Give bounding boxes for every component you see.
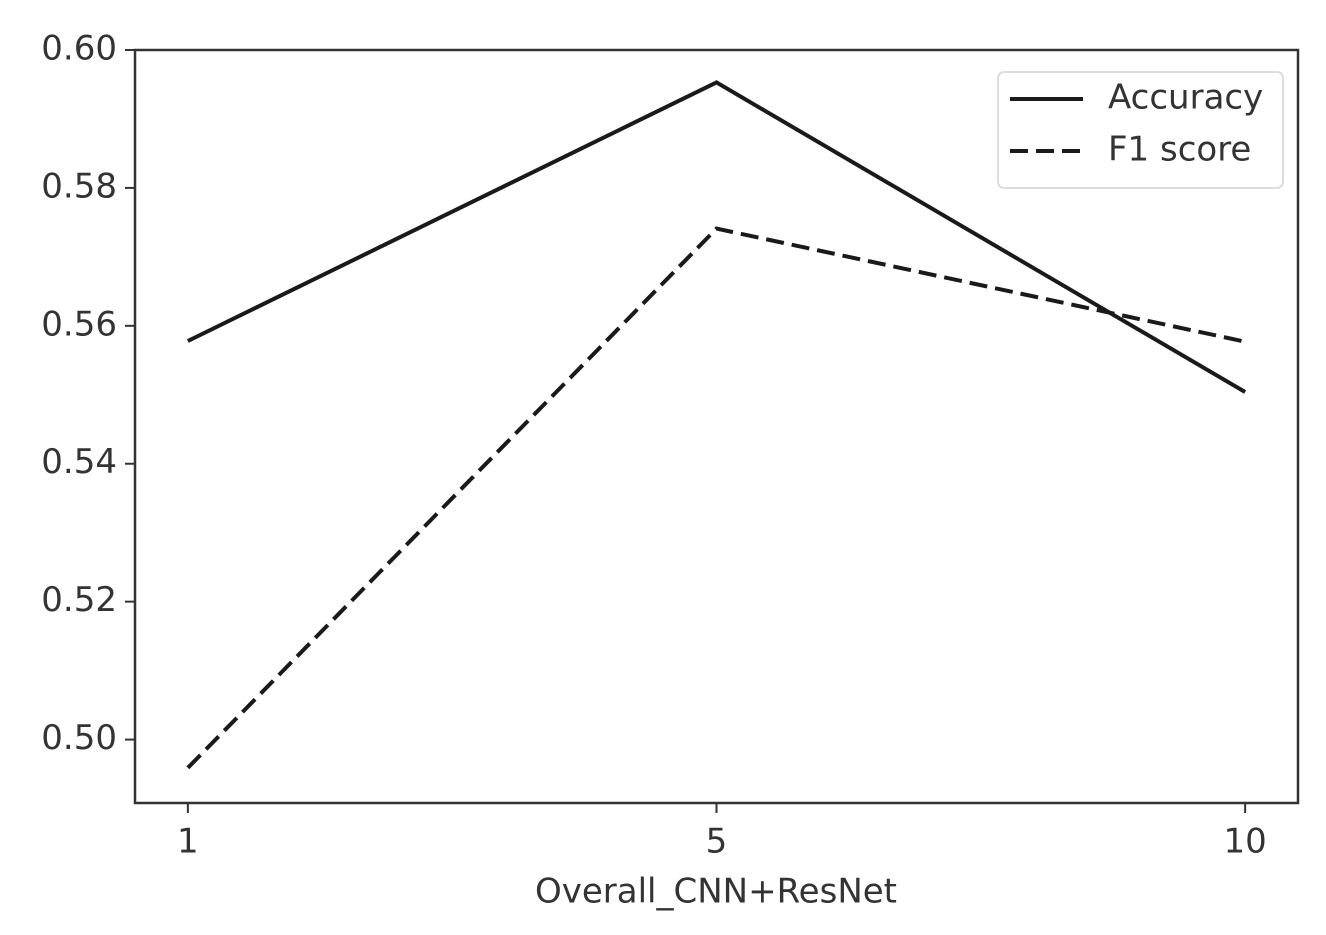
- y-tick-label: 0.52: [41, 580, 117, 620]
- legend-label: Accuracy: [1108, 78, 1263, 118]
- y-tick-label: 0.56: [41, 304, 117, 344]
- y-tick-label: 0.54: [41, 442, 117, 482]
- series-line: [186, 226, 1246, 770]
- series-line: [186, 80, 1247, 394]
- plot-frame: [133, 48, 1300, 805]
- x-axis-label: Overall_CNN+ResNet: [535, 872, 897, 912]
- y-tick-label: 0.58: [41, 166, 117, 206]
- x-tick-label: 1: [177, 822, 199, 862]
- legend-label: F1 score: [1108, 130, 1251, 170]
- x-tick-label: 5: [706, 822, 728, 862]
- x-tick-label: 10: [1224, 822, 1267, 862]
- y-tick-label: 0.50: [41, 718, 117, 758]
- y-tick-label: 0.60: [41, 29, 117, 69]
